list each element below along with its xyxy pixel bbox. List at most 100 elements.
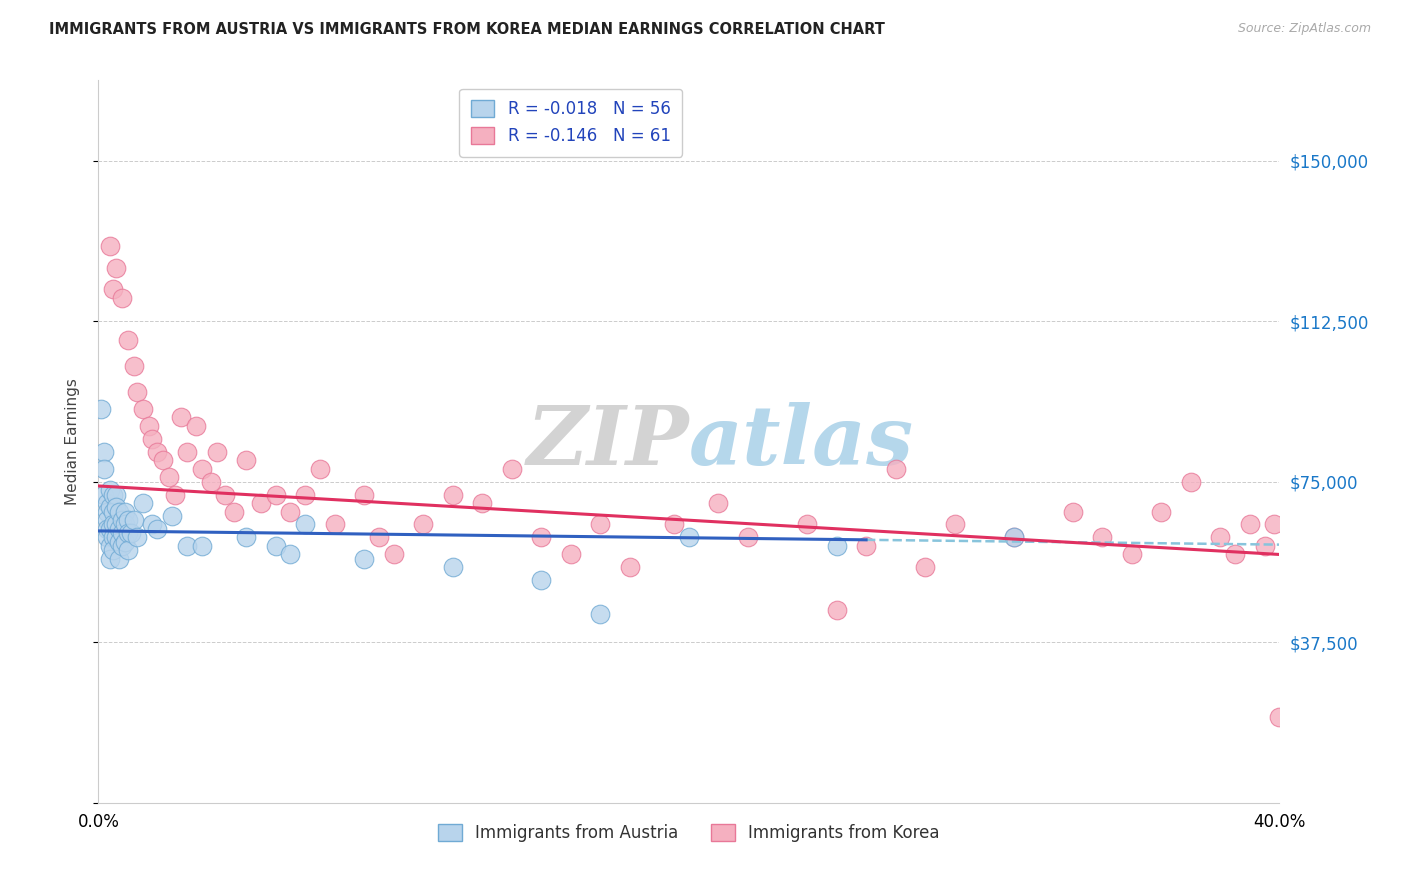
- Point: [117, 334, 139, 348]
- Point: [1002, 530, 1025, 544]
- Point: [589, 607, 612, 622]
- Point: [191, 462, 214, 476]
- Point: [264, 487, 287, 501]
- Point: [224, 505, 246, 519]
- Point: [93, 444, 115, 458]
- Point: [353, 551, 375, 566]
- Point: [382, 548, 405, 562]
- Point: [176, 539, 198, 553]
- Point: [103, 530, 125, 544]
- Point: [98, 551, 121, 566]
- Point: [205, 444, 228, 458]
- Point: [530, 573, 553, 587]
- Point: [98, 522, 121, 536]
- Point: [280, 505, 302, 519]
- Point: [114, 505, 136, 519]
- Point: [96, 496, 118, 510]
- Point: [678, 530, 700, 544]
- Point: [96, 530, 118, 544]
- Point: [103, 487, 125, 501]
- Point: [105, 500, 128, 515]
- Point: [309, 462, 332, 476]
- Point: [323, 517, 346, 532]
- Point: [146, 444, 169, 458]
- Point: [1263, 517, 1285, 532]
- Point: [117, 526, 139, 541]
- Point: [111, 539, 134, 553]
- Point: [114, 517, 136, 532]
- Point: [120, 526, 142, 541]
- Point: [96, 513, 118, 527]
- Point: [141, 432, 163, 446]
- Point: [103, 517, 125, 532]
- Point: [108, 551, 131, 566]
- Point: [884, 462, 907, 476]
- Point: [1150, 505, 1173, 519]
- Point: [1121, 548, 1143, 562]
- Point: [184, 419, 207, 434]
- Point: [294, 487, 316, 501]
- Point: [280, 548, 302, 562]
- Point: [737, 530, 759, 544]
- Point: [117, 513, 139, 527]
- Point: [914, 560, 936, 574]
- Point: [353, 487, 375, 501]
- Point: [98, 539, 121, 553]
- Point: [111, 526, 134, 541]
- Point: [1254, 539, 1277, 553]
- Point: [157, 470, 180, 484]
- Point: [146, 522, 169, 536]
- Point: [294, 517, 316, 532]
- Point: [103, 543, 125, 558]
- Point: [441, 560, 464, 574]
- Point: [152, 453, 174, 467]
- Point: [176, 444, 198, 458]
- Point: [108, 522, 131, 536]
- Point: [111, 291, 134, 305]
- Text: ZIP: ZIP: [526, 401, 689, 482]
- Text: IMMIGRANTS FROM AUSTRIA VS IMMIGRANTS FROM KOREA MEDIAN EARNINGS CORRELATION CHA: IMMIGRANTS FROM AUSTRIA VS IMMIGRANTS FR…: [49, 22, 886, 37]
- Point: [98, 239, 121, 253]
- Point: [108, 505, 131, 519]
- Point: [664, 517, 686, 532]
- Point: [589, 517, 612, 532]
- Point: [122, 513, 145, 527]
- Point: [619, 560, 641, 574]
- Point: [200, 475, 222, 489]
- Point: [530, 530, 553, 544]
- Point: [412, 517, 434, 532]
- Point: [170, 410, 193, 425]
- Point: [114, 534, 136, 549]
- Point: [165, 487, 187, 501]
- Point: [825, 539, 848, 553]
- Point: [105, 487, 128, 501]
- Point: [214, 487, 236, 501]
- Point: [441, 487, 464, 501]
- Point: [125, 530, 148, 544]
- Point: [138, 419, 160, 434]
- Point: [560, 548, 582, 562]
- Point: [1180, 475, 1202, 489]
- Point: [1091, 530, 1114, 544]
- Point: [103, 505, 125, 519]
- Point: [98, 500, 121, 515]
- Point: [108, 534, 131, 549]
- Point: [1225, 548, 1247, 562]
- Point: [93, 487, 115, 501]
- Point: [122, 359, 145, 373]
- Point: [111, 513, 134, 527]
- Point: [132, 496, 155, 510]
- Point: [105, 260, 128, 275]
- Point: [855, 539, 877, 553]
- Point: [191, 539, 214, 553]
- Point: [132, 401, 155, 416]
- Point: [235, 453, 257, 467]
- Legend: Immigrants from Austria, Immigrants from Korea: Immigrants from Austria, Immigrants from…: [432, 817, 946, 848]
- Point: [707, 496, 730, 510]
- Text: atlas: atlas: [689, 401, 914, 482]
- Point: [105, 530, 128, 544]
- Point: [96, 505, 118, 519]
- Point: [96, 522, 118, 536]
- Point: [93, 462, 115, 476]
- Point: [98, 483, 121, 498]
